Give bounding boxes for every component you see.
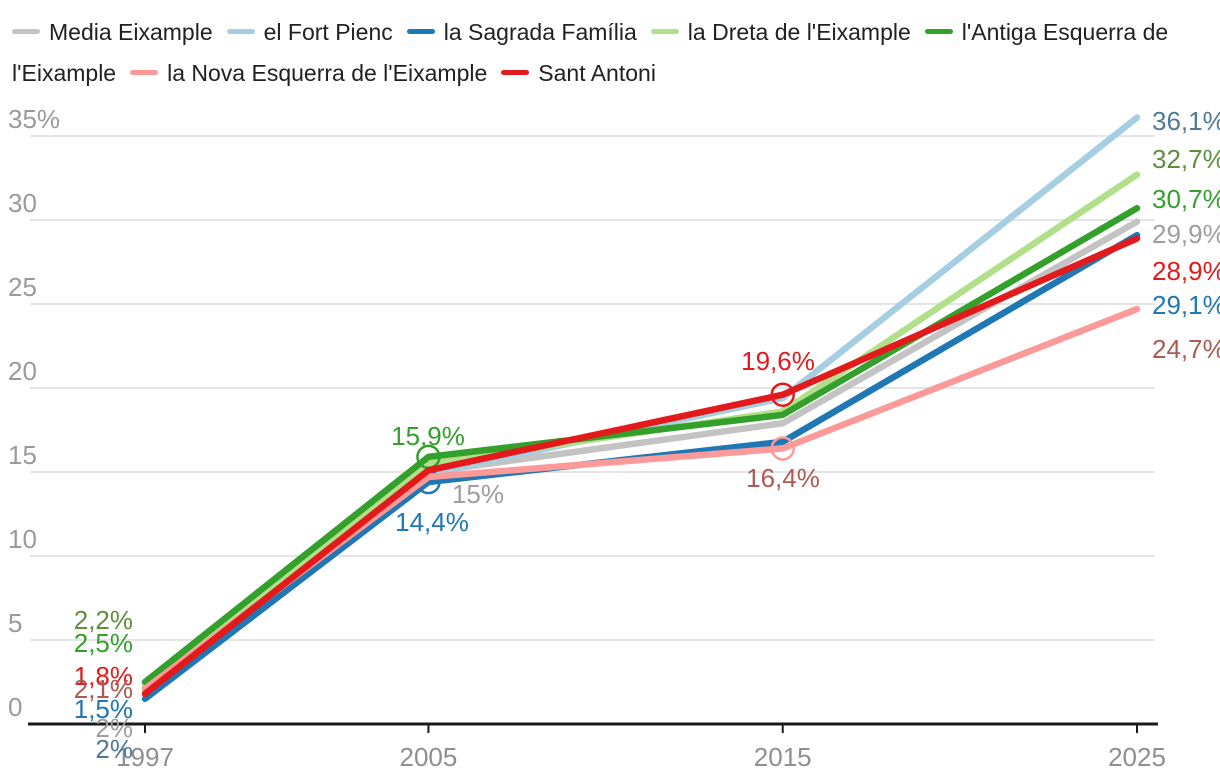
y-tick-label: 30 xyxy=(8,188,37,218)
legend-swatch-icon xyxy=(12,29,40,35)
point-label: 14,4% xyxy=(395,507,469,537)
legend-item[interactable]: Media Eixample xyxy=(12,19,213,45)
legend-item-label: la Sagrada Família xyxy=(443,19,637,45)
legend-swatch-icon xyxy=(130,70,159,76)
series-line xyxy=(141,305,1141,692)
legend-item-label: el Fort Pienc xyxy=(263,19,393,45)
point-label: 1,8% xyxy=(74,661,133,691)
y-tick-label: 35% xyxy=(8,104,60,134)
x-tick-label: 2005 xyxy=(400,742,458,772)
point-label: 29,9% xyxy=(1152,219,1220,249)
legend-item[interactable]: la Nova Esquerra de l'Eixample xyxy=(130,60,487,86)
legend-item[interactable]: la Sagrada Família xyxy=(406,19,637,45)
y-tick-label: 0 xyxy=(8,692,22,722)
y-tick-label: 20 xyxy=(8,356,37,386)
legend-swatch-icon xyxy=(924,29,953,35)
x-tick-label: 2015 xyxy=(754,742,812,772)
point-label: 28,9% xyxy=(1152,256,1220,286)
legend-swatch-icon xyxy=(501,70,530,76)
legend-item-label: la Nova Esquerra de l'Eixample xyxy=(167,60,488,86)
point-label: 1,5% xyxy=(74,694,133,724)
legend-item-label: l'Antiga Esquerra de l'Eixample xyxy=(12,19,1169,86)
legend-swatch-icon xyxy=(406,29,435,35)
legend-item-label: Media Eixample xyxy=(49,19,213,45)
point-label: 15% xyxy=(452,479,504,509)
legend-item[interactable]: Sant Antoni xyxy=(501,60,656,86)
legend-item-label: Sant Antoni xyxy=(538,60,656,86)
legend-swatch-icon xyxy=(226,29,255,35)
y-tick-label: 25 xyxy=(8,272,37,302)
x-tick-label: 2025 xyxy=(1108,742,1166,772)
y-tick-label: 10 xyxy=(8,524,37,554)
point-label: 32,7% xyxy=(1152,144,1220,174)
y-tick-label: 5 xyxy=(8,608,22,638)
point-label: 15,9% xyxy=(391,421,465,451)
legend-item[interactable]: el Fort Pienc xyxy=(226,19,393,45)
point-label: 2% xyxy=(95,713,133,743)
legend-item-label: la Dreta de l'Eixample xyxy=(687,19,911,45)
point-label: 24,7% xyxy=(1152,334,1220,364)
x-tick-label: 1997 xyxy=(116,742,174,772)
point-label: 2,5% xyxy=(74,628,133,658)
point-label: 30,7% xyxy=(1152,184,1220,214)
legend-item[interactable]: la Dreta de l'Eixample xyxy=(650,19,911,45)
legend-swatch-icon xyxy=(650,29,679,35)
series-line xyxy=(141,114,1141,694)
series-line xyxy=(141,204,1141,686)
chart-legend: Media Eixample el Fort Pienc la Sagrada Fa… xyxy=(0,0,1172,94)
point-label: 29,1% xyxy=(1152,290,1220,320)
legend-item[interactable]: l'Antiga Esquerra de l'Eixample xyxy=(12,19,1168,86)
point-label: 16,4% xyxy=(746,463,820,493)
point-label: 2,2% xyxy=(74,605,133,635)
series-line xyxy=(141,235,1141,698)
point-label: 36,1% xyxy=(1152,106,1220,136)
point-label: 19,6% xyxy=(741,346,815,376)
point-label: 2% xyxy=(95,734,133,764)
point-label: 2,1% xyxy=(74,674,133,704)
y-tick-label: 15 xyxy=(8,440,37,470)
